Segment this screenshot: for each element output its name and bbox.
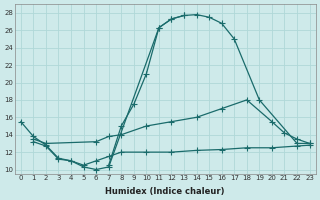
X-axis label: Humidex (Indice chaleur): Humidex (Indice chaleur) [106,187,225,196]
